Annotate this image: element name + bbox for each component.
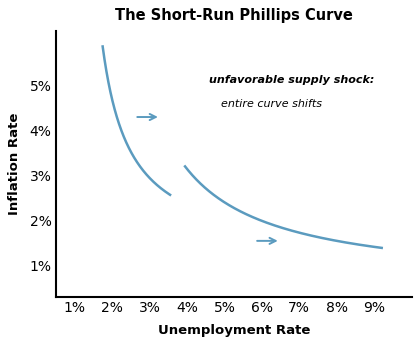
Text: entire curve shifts: entire curve shifts [220, 99, 322, 109]
Text: unfavorable supply shock:: unfavorable supply shock: [210, 76, 375, 86]
Title: The Short-Run Phillips Curve: The Short-Run Phillips Curve [115, 8, 353, 23]
X-axis label: Unemployment Rate: Unemployment Rate [158, 324, 310, 337]
Y-axis label: Inflation Rate: Inflation Rate [8, 113, 21, 216]
